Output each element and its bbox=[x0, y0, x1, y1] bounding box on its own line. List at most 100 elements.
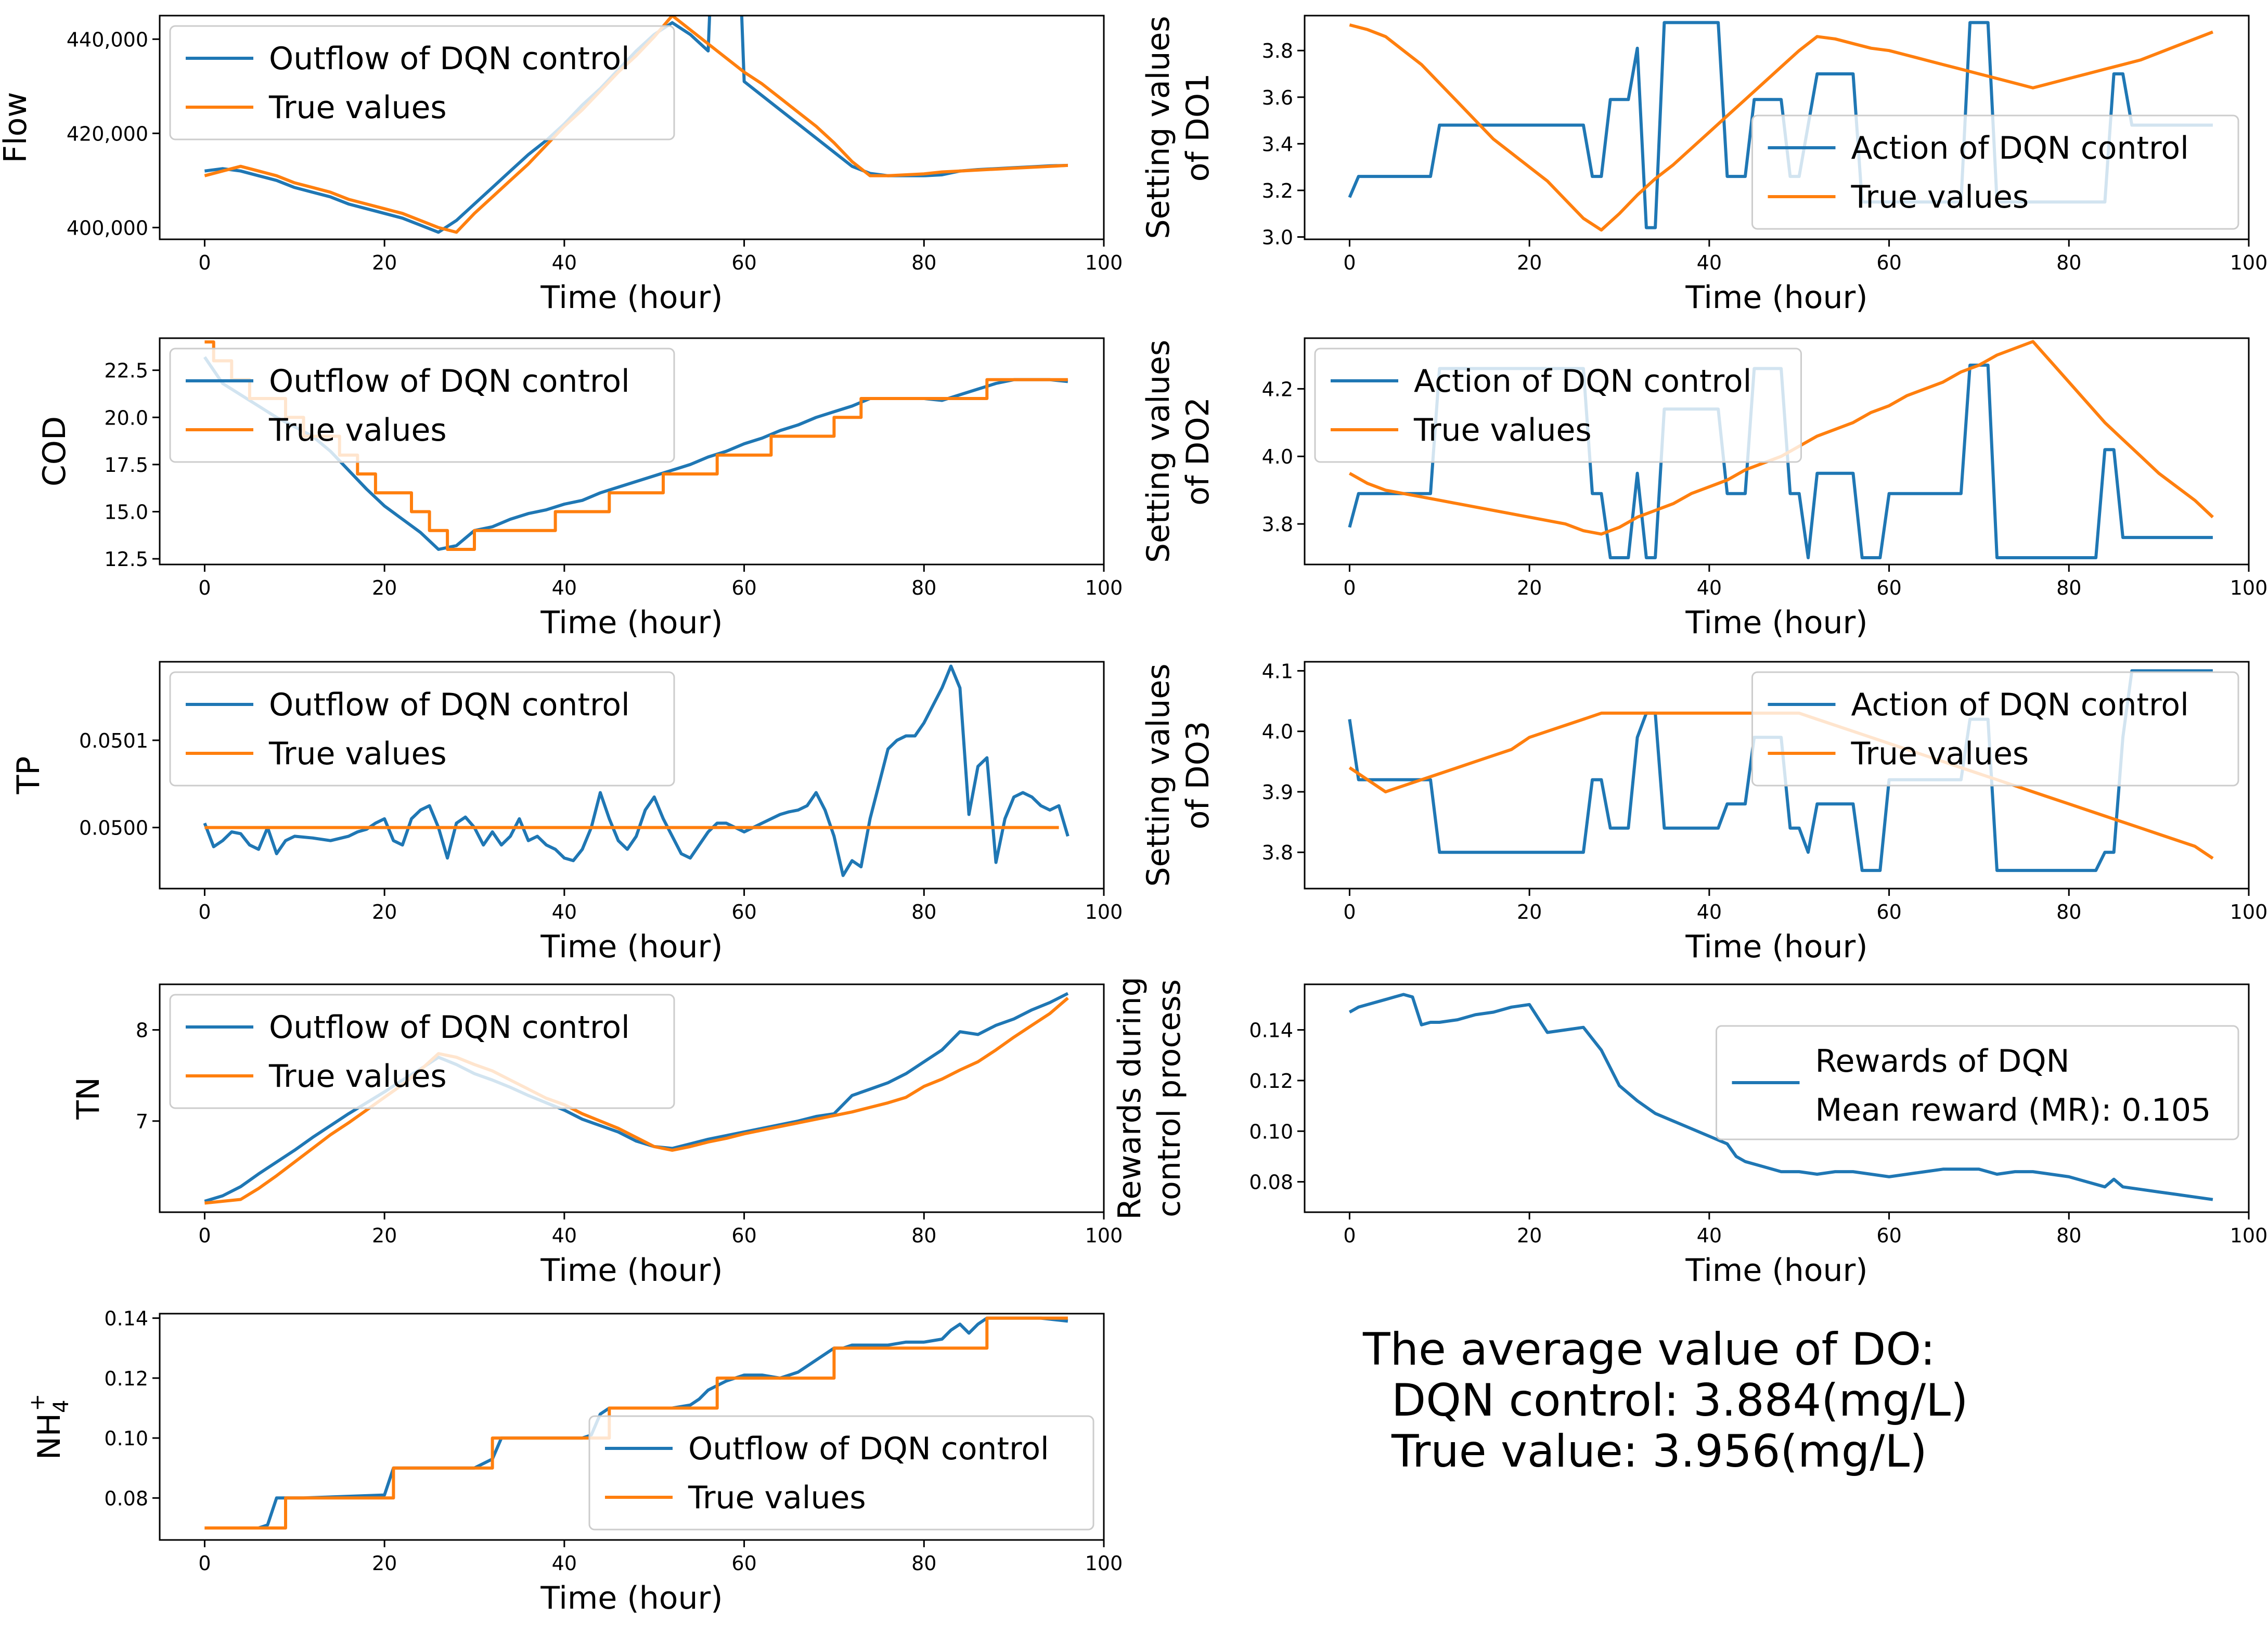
y-tick-label-cod-1: 15.0 bbox=[104, 501, 148, 524]
chart-nh4: 0 20 40 60 80 100 0.08 0.10 0.12 0.14 Time (hour) N… bbox=[25, 1307, 1123, 1616]
y-tick-label-cod-0: 12.5 bbox=[104, 548, 148, 571]
annotation-line-3: True value: 3.956(mg/L) bbox=[1391, 1425, 1927, 1478]
axes-frame-do2 bbox=[1304, 337, 2250, 566]
legend-box-do1 bbox=[1751, 114, 2239, 230]
y-axis-label-line-rewards-1: control process bbox=[1151, 979, 1188, 1217]
x-tick-label-cod-4: 80 bbox=[911, 576, 936, 599]
x-tick-label-cod-1: 20 bbox=[372, 576, 397, 599]
legend-box-do3 bbox=[1751, 671, 2239, 787]
y-axis-label-cod: COD bbox=[36, 416, 73, 486]
x-tick-label-rewards-1: 20 bbox=[1517, 1224, 1542, 1247]
y-tick-label-cod-4: 22.5 bbox=[104, 359, 148, 382]
x-tick-label-flow-0: 0 bbox=[198, 251, 211, 274]
legend-nh4: Outflow of DQN control True values bbox=[588, 1415, 1094, 1531]
x-tick-label-tn-3: 60 bbox=[731, 1224, 756, 1247]
y-tick-label-do1-4: 3.8 bbox=[1262, 40, 1293, 62]
legend-label-cod-0: Outflow of DQN control bbox=[269, 363, 630, 400]
x-tick-label-do2-4: 80 bbox=[2056, 576, 2081, 599]
axes-frame-do1 bbox=[1304, 15, 2250, 240]
x-tick-label-do1-3: 60 bbox=[1876, 251, 1901, 274]
legend-flow: Outflow of DQN control True values bbox=[169, 25, 675, 140]
annotation-line-2: DQN control: 3.884(mg/L) bbox=[1391, 1375, 1968, 1427]
y-tick-label-cod-2: 17.5 bbox=[104, 454, 148, 477]
legend-rewards: Rewards of DQN Mean reward (MR): 0.105 bbox=[1716, 1025, 2239, 1140]
x-tick-label-tn-2: 40 bbox=[552, 1224, 577, 1247]
x-axis-label-flow: Time (hour) bbox=[540, 279, 723, 316]
x-tick-label-tn-5: 100 bbox=[1085, 1224, 1123, 1247]
legend-label-flow-1: True values bbox=[268, 89, 447, 126]
x-tick-label-tp-5: 100 bbox=[1085, 901, 1123, 923]
axes-frame-flow bbox=[159, 15, 1105, 240]
x-tick-label-rewards-0: 0 bbox=[1343, 1224, 1356, 1247]
y-axis-label-do3: Setting values of DO3 bbox=[1140, 663, 1216, 887]
x-tick-label-tn-4: 80 bbox=[911, 1224, 936, 1247]
x-tick-label-do2-1: 20 bbox=[1517, 576, 1542, 599]
legend-label-do1-1: True values bbox=[1851, 179, 2029, 215]
y-tick-label-rewards-1: 0.10 bbox=[1249, 1120, 1293, 1143]
x-tick-label-do1-2: 40 bbox=[1697, 251, 1722, 274]
x-tick-label-tp-4: 80 bbox=[911, 901, 936, 923]
y-axis-label-line-do2-0: Setting values bbox=[1140, 340, 1177, 563]
x-tick-label-tn-0: 0 bbox=[198, 1224, 211, 1247]
y-tick-label-flow-2: 440,000 bbox=[67, 28, 148, 51]
x-tick-label-nh4-2: 40 bbox=[552, 1552, 577, 1575]
y-tick-label-do3-3: 4.1 bbox=[1262, 660, 1293, 683]
legend-label-tn-1: True values bbox=[268, 1058, 447, 1095]
y-tick-label-nh4-0: 0.08 bbox=[104, 1487, 148, 1510]
x-tick-label-flow-4: 80 bbox=[911, 251, 936, 274]
x-axis-label-nh4: Time (hour) bbox=[540, 1580, 723, 1616]
y-tick-label-rewards-2: 0.12 bbox=[1249, 1070, 1293, 1093]
legend-label-nh4-0: Outflow of DQN control bbox=[688, 1431, 1049, 1467]
chart-tp: 0 20 40 60 80 100 0.0500 0.0501 Time (hour) TP Out… bbox=[10, 661, 1123, 965]
legend-cod: Outflow of DQN control True values bbox=[169, 348, 675, 463]
legend-label-do2-1: True values bbox=[1413, 412, 1592, 448]
series-line-rewards-0 bbox=[1348, 993, 2213, 1201]
axes-frame-tp bbox=[159, 661, 1105, 890]
axes-frame-do3 bbox=[1304, 661, 2250, 890]
y-tick-label-do1-3: 3.6 bbox=[1262, 86, 1293, 109]
x-tick-label-do3-5: 100 bbox=[2230, 901, 2268, 923]
x-tick-label-flow-5: 100 bbox=[1085, 251, 1123, 274]
x-axis-label-do2: Time (hour) bbox=[1685, 605, 1867, 641]
x-axis-label-do3: Time (hour) bbox=[1685, 929, 1867, 965]
y-axis-label-line-do2-1: of DO2 bbox=[1180, 397, 1216, 506]
y-tick-label-do1-2: 3.4 bbox=[1262, 133, 1293, 156]
y-tick-label-nh4-3: 0.14 bbox=[104, 1307, 148, 1330]
chart-cod: 0 20 40 60 80 100 12.5 15.0 17.5 20.0 22.5 Time (ho… bbox=[36, 337, 1123, 641]
x-tick-label-do1-5: 100 bbox=[2230, 251, 2268, 274]
x-tick-label-rewards-3: 60 bbox=[1876, 1224, 1901, 1247]
legend-tn: Outflow of DQN control True values bbox=[169, 994, 675, 1109]
x-tick-label-do2-5: 100 bbox=[2230, 576, 2268, 599]
x-tick-label-do3-0: 0 bbox=[1343, 901, 1356, 923]
y-tick-label-do3-2: 4.0 bbox=[1262, 721, 1293, 743]
x-tick-label-flow-3: 60 bbox=[731, 251, 756, 274]
axes-frame-cod bbox=[159, 337, 1105, 566]
y-tick-label-do1-0: 3.0 bbox=[1262, 226, 1293, 249]
legend-box-flow bbox=[169, 25, 675, 140]
legend-label-do2-0: Action of DQN control bbox=[1414, 363, 1751, 400]
x-tick-label-nh4-5: 100 bbox=[1085, 1552, 1123, 1575]
y-tick-label-do2-2: 4.2 bbox=[1262, 378, 1293, 401]
x-tick-label-cod-2: 40 bbox=[552, 576, 577, 599]
y-axis-label-tn: TN bbox=[70, 1077, 107, 1120]
y-axis-label-line-do3-0: Setting values bbox=[1140, 663, 1177, 887]
x-axis-label-cod: Time (hour) bbox=[540, 605, 723, 641]
legend-label-do1-0: Action of DQN control bbox=[1851, 130, 2189, 166]
x-axis-label-tp: Time (hour) bbox=[540, 929, 723, 965]
y-tick-label-nh4-1: 0.10 bbox=[104, 1427, 148, 1450]
axes-frame-rewards bbox=[1304, 983, 2250, 1213]
x-tick-label-do3-3: 60 bbox=[1876, 901, 1901, 923]
series-line-tn-1 bbox=[204, 997, 1069, 1205]
x-tick-label-do2-2: 40 bbox=[1697, 576, 1722, 599]
legend-label-nh4-1: True values bbox=[688, 1480, 866, 1516]
x-tick-label-nh4-4: 80 bbox=[911, 1552, 936, 1575]
y-tick-label-do2-0: 3.8 bbox=[1262, 513, 1293, 536]
legend-box-nh4 bbox=[588, 1415, 1094, 1531]
y-tick-label-do3-0: 3.8 bbox=[1262, 841, 1293, 864]
x-tick-label-tp-1: 20 bbox=[372, 901, 397, 923]
series-line-tn-0 bbox=[204, 992, 1069, 1203]
y-axis-label-line-do1-1: of DO1 bbox=[1180, 73, 1216, 182]
legend-label-do3-0: Action of DQN control bbox=[1851, 687, 2189, 723]
y-axis-label-flow: Flow bbox=[0, 92, 34, 163]
x-tick-label-do3-4: 80 bbox=[2056, 901, 2081, 923]
